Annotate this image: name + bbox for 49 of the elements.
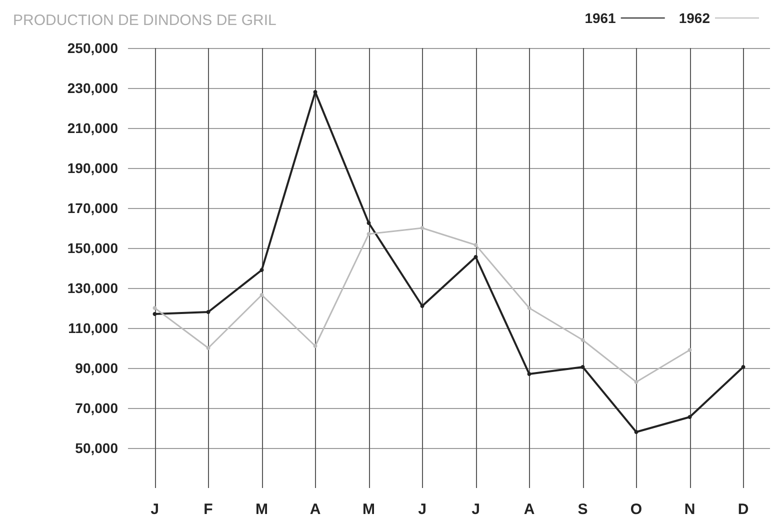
point — [527, 306, 532, 310]
y-tick-label: 230,000 — [67, 80, 118, 96]
point — [527, 372, 532, 376]
x-tick-label: S — [578, 501, 588, 518]
point — [580, 365, 585, 369]
x-tick-label: J — [472, 501, 480, 518]
x-tick-label: M — [362, 501, 375, 518]
point — [152, 312, 157, 316]
x-tick-label: N — [684, 501, 696, 518]
point — [152, 306, 157, 310]
y-tick-label: 50,000 — [75, 440, 118, 456]
point — [741, 365, 746, 369]
point — [313, 90, 318, 94]
y-tick-label: 150,000 — [67, 240, 118, 256]
point — [420, 226, 424, 230]
point — [580, 338, 585, 342]
y-tick-label: 250,000 — [67, 40, 118, 56]
point — [634, 430, 638, 434]
point — [206, 310, 210, 314]
point — [688, 348, 692, 352]
point — [474, 255, 478, 259]
x-tick-label: M — [256, 501, 268, 518]
y-tick-label: 70,000 — [75, 400, 118, 416]
y-tick-label: 90,000 — [75, 360, 118, 376]
point — [313, 344, 318, 348]
x-tick-label: A — [310, 501, 321, 518]
point — [474, 243, 478, 247]
y-tick-label: 190,000 — [67, 160, 118, 176]
legend-label: 1962 — [678, 10, 710, 26]
point — [366, 221, 371, 225]
y-tick-label: 210,000 — [67, 120, 118, 136]
y-tick-label: 130,000 — [67, 280, 118, 296]
point — [634, 380, 638, 384]
x-tick-label: O — [630, 501, 642, 518]
x-tick-label: J — [150, 501, 159, 518]
legend-label: 1961 — [584, 10, 616, 26]
point — [206, 346, 210, 350]
y-tick-label: 110,000 — [68, 320, 118, 336]
point — [260, 293, 264, 297]
point — [260, 268, 264, 272]
x-tick-label: J — [418, 501, 426, 518]
x-tick-label: F — [204, 501, 213, 518]
y-tick-label: 170,000 — [67, 200, 118, 216]
x-tick-label: D — [738, 501, 749, 518]
point — [366, 232, 371, 236]
x-tick-label: A — [524, 501, 535, 518]
point — [688, 415, 692, 419]
chart-title: PRODUCTION DE DINDONS DE GRIL — [13, 12, 276, 29]
point — [420, 304, 424, 308]
